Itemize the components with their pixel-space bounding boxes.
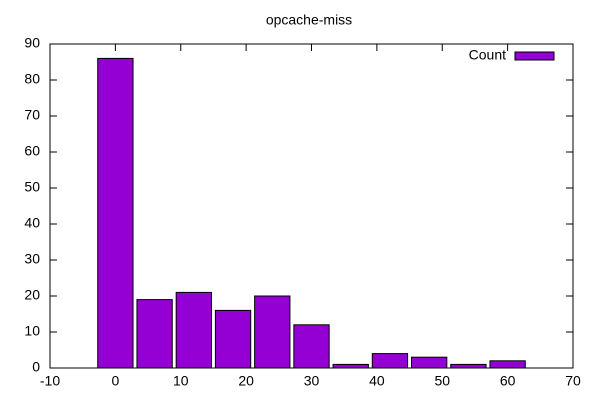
- legend-swatch: [514, 51, 555, 61]
- y-tick-label: 90: [24, 35, 40, 51]
- x-tick-label: 30: [304, 373, 320, 389]
- y-tick-label: 60: [24, 143, 40, 159]
- y-tick-label: 50: [24, 179, 40, 195]
- x-tick-label: 20: [238, 373, 254, 389]
- x-tick-label: 0: [111, 373, 119, 389]
- legend-label: Count: [469, 47, 506, 63]
- chart-title: opcache-miss: [266, 12, 352, 28]
- bar: [411, 356, 448, 369]
- y-tick-label: 70: [24, 107, 40, 123]
- bar: [97, 57, 134, 369]
- x-tick-label: -10: [40, 373, 60, 389]
- bar: [293, 324, 330, 369]
- bar: [175, 291, 212, 369]
- x-tick-label: 60: [500, 373, 516, 389]
- bar: [136, 299, 173, 369]
- y-tick-label: 20: [24, 287, 40, 303]
- bar: [489, 360, 526, 369]
- y-tick-label: 10: [24, 323, 40, 339]
- bar: [450, 363, 487, 369]
- plot-border: [49, 43, 574, 369]
- x-tick-label: 40: [369, 373, 385, 389]
- y-tick-label: 80: [24, 71, 40, 87]
- bar: [254, 295, 291, 369]
- y-tick-label: 0: [32, 359, 40, 375]
- x-tick-label: 70: [565, 373, 581, 389]
- bar: [332, 363, 369, 369]
- y-tick-label: 30: [24, 251, 40, 267]
- y-tick-label: 40: [24, 215, 40, 231]
- x-tick-label: 10: [173, 373, 189, 389]
- bar: [214, 309, 252, 369]
- bar: [371, 353, 409, 369]
- x-tick-label: 50: [434, 373, 450, 389]
